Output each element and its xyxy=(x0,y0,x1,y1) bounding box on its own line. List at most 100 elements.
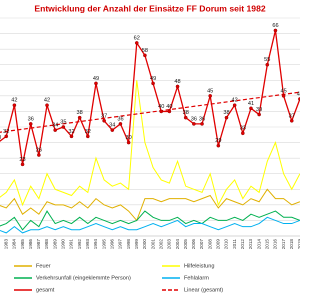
data-label: 58 xyxy=(142,48,148,54)
data-label: 23 xyxy=(19,157,25,163)
chart-title: Entwicklung der Anzahl der Einsätze FF D… xyxy=(34,3,266,13)
x-tick-label: 2012 xyxy=(240,239,245,250)
data-label: 34 xyxy=(52,123,58,129)
point xyxy=(167,109,172,114)
x-tick-label: 2009 xyxy=(216,239,221,250)
x-tick-label: 1992 xyxy=(77,239,82,250)
x-tick-label: 1995 xyxy=(101,239,106,250)
point xyxy=(126,140,131,145)
chart: Entwicklung der Anzahl der Einsätze FF D… xyxy=(0,3,300,293)
legend-label: Fehlalarm xyxy=(184,275,209,281)
point xyxy=(69,134,74,139)
point xyxy=(45,103,49,107)
data-label: 39 xyxy=(256,107,262,113)
data-label: 30 xyxy=(0,135,1,141)
series-line xyxy=(0,80,300,207)
point xyxy=(265,62,270,67)
x-tick-label: 2011 xyxy=(232,239,237,249)
x-tick-label: 1984 xyxy=(12,239,17,250)
data-label: 49 xyxy=(150,76,156,82)
data-label: 33 xyxy=(240,126,246,132)
point xyxy=(249,106,253,111)
x-tick-label: 1983 xyxy=(3,239,8,250)
point xyxy=(281,94,286,98)
point xyxy=(94,81,98,86)
point xyxy=(86,134,90,139)
point xyxy=(241,131,245,136)
legend-label: gesamt xyxy=(36,287,55,293)
data-label: 36 xyxy=(117,116,123,122)
x-tick-label: 1985 xyxy=(20,239,25,250)
x-tick-label: 2007 xyxy=(199,239,204,250)
data-label: 55 xyxy=(264,57,270,63)
x-tick-label: 2013 xyxy=(248,239,253,250)
x-tick-label: 1993 xyxy=(85,239,90,250)
x-tick-label: 1990 xyxy=(61,239,66,250)
legend-label: Linear (gesamt) xyxy=(184,287,223,293)
point xyxy=(102,118,106,123)
point xyxy=(61,125,66,129)
point xyxy=(298,97,300,101)
point xyxy=(37,153,41,157)
data-label: 44 xyxy=(297,91,300,97)
legend-label: Verkehrsunfall (eingeklemmte Person) xyxy=(36,275,131,281)
x-tick-label: 2010 xyxy=(224,239,229,250)
data-label: 40 xyxy=(158,104,164,110)
data-label: 45 xyxy=(207,88,213,94)
x-tick-label: 2004 xyxy=(175,239,180,250)
point xyxy=(4,134,9,139)
x-tick-label: 2006 xyxy=(191,239,196,250)
point xyxy=(77,115,82,120)
point xyxy=(257,112,261,117)
point xyxy=(175,84,180,89)
data-label: 37 xyxy=(289,113,295,119)
x-tick-label: 2016 xyxy=(273,239,278,250)
point xyxy=(143,53,147,58)
x-tick-label: 1989 xyxy=(52,239,57,250)
data-label: 42 xyxy=(44,98,50,104)
trendline xyxy=(0,91,300,133)
x-tick-label: 2002 xyxy=(158,239,163,250)
x-tick-label: 2000 xyxy=(142,239,147,250)
x-tick-label: 2015 xyxy=(265,239,270,250)
data-label: 34 xyxy=(109,123,115,129)
data-label: 30 xyxy=(125,135,131,141)
point xyxy=(216,143,221,148)
point xyxy=(20,162,25,167)
series-line xyxy=(0,210,300,231)
point xyxy=(183,115,188,120)
data-label: 32 xyxy=(3,129,9,135)
x-tick-label: 2019 xyxy=(297,239,300,250)
point xyxy=(159,109,164,114)
data-label: 40 xyxy=(166,104,172,110)
data-label: 36 xyxy=(191,116,197,122)
series-line xyxy=(0,216,300,234)
data-label: 26 xyxy=(36,148,42,154)
data-label: 38 xyxy=(77,110,83,116)
data-label: 35 xyxy=(60,119,66,125)
x-tick-label: 2018 xyxy=(289,239,294,250)
data-label: 49 xyxy=(93,76,99,82)
series-line xyxy=(0,30,300,165)
data-label: 38 xyxy=(223,110,229,116)
point xyxy=(110,128,115,132)
x-tick-label: 1996 xyxy=(110,239,115,250)
x-tick-label: 1986 xyxy=(28,239,33,250)
data-label: 62 xyxy=(134,35,140,41)
x-tick-label: 1987 xyxy=(36,239,41,250)
x-tick-label: 1994 xyxy=(93,239,98,250)
point xyxy=(208,94,212,98)
point xyxy=(192,122,196,126)
data-label: 36 xyxy=(28,116,34,122)
x-tick-label: 1997 xyxy=(118,239,123,250)
point xyxy=(134,41,139,45)
legend-label: Feuer xyxy=(36,263,51,269)
data-label: 42 xyxy=(11,98,17,104)
point xyxy=(28,122,33,126)
data-label: 32 xyxy=(85,129,91,135)
point xyxy=(151,81,155,86)
point xyxy=(200,122,204,126)
data-label: 66 xyxy=(272,23,278,29)
point xyxy=(224,115,229,120)
point xyxy=(118,122,123,126)
